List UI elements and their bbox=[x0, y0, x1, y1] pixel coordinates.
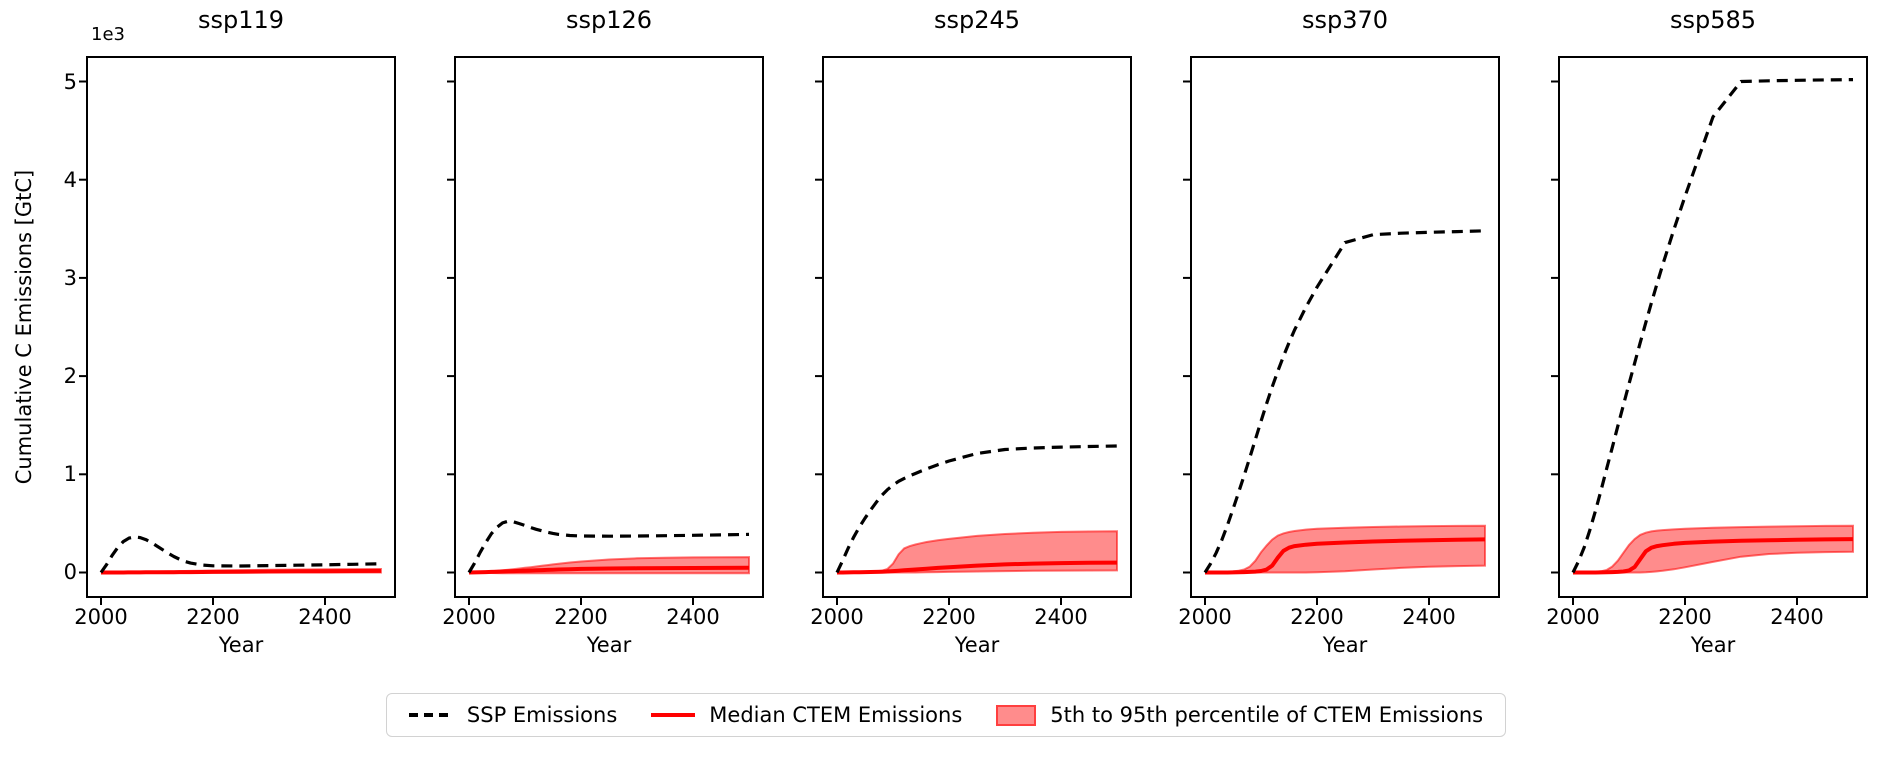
x-tick-label-ssp585-2000: 2000 bbox=[1546, 605, 1600, 629]
x-axis-label-ssp126: Year bbox=[586, 633, 632, 657]
x-tick-label-ssp245-2200: 2200 bbox=[922, 605, 976, 629]
median-line-ssp245 bbox=[837, 560, 1118, 575]
axes-spines-ssp370 bbox=[1190, 56, 1500, 598]
y-axis-offset-label: 1e3 bbox=[91, 24, 125, 45]
x-tick-label-ssp370-2400: 2400 bbox=[1402, 605, 1456, 629]
x-tick-label-ssp245-2000: 2000 bbox=[810, 605, 864, 629]
legend-entry-median-ctem: Median CTEM Emissions bbox=[651, 703, 962, 727]
x-tick-label-ssp119-2400: 2400 bbox=[298, 605, 352, 629]
y-tick-label-0: 0 bbox=[63, 560, 77, 585]
subplot-title-ssp370: ssp370 bbox=[1301, 6, 1389, 34]
y-axis-label: Cumulative C Emissions [GtC] bbox=[12, 169, 36, 485]
y-tick-label-1: 1 bbox=[63, 462, 77, 487]
x-tick-label-ssp585-2200: 2200 bbox=[1658, 605, 1712, 629]
subplot-title-ssp585: ssp585 bbox=[1669, 6, 1757, 34]
ssp-line-ssp370 bbox=[1203, 229, 1486, 574]
x-tick-label-ssp119-2000: 2000 bbox=[74, 605, 128, 629]
legend-label-percentile-band: 5th to 95th percentile of CTEM Emissions bbox=[1050, 703, 1484, 727]
x-tick-label-ssp126-2000: 2000 bbox=[442, 605, 496, 629]
solid-line-sample-icon bbox=[651, 713, 696, 717]
y-tick-label-5: 5 bbox=[63, 69, 77, 94]
x-tick-label-ssp119-2200: 2200 bbox=[186, 605, 240, 629]
median-line-ssp119 bbox=[101, 568, 382, 575]
band-ssp370 bbox=[1204, 524, 1486, 574]
x-tick-label-ssp370-2000: 2000 bbox=[1178, 605, 1232, 629]
y-tick-label-4: 4 bbox=[63, 167, 77, 192]
x-tick-label-ssp126-2200: 2200 bbox=[554, 605, 608, 629]
axes-spines-ssp126 bbox=[454, 56, 764, 598]
axes-spines-ssp245 bbox=[822, 56, 1132, 598]
x-axis-label-ssp370: Year bbox=[1322, 633, 1368, 657]
subplot-title-ssp119: ssp119 bbox=[197, 6, 285, 34]
ssp-line-ssp126 bbox=[467, 519, 750, 574]
legend-row: SSP Emissions Median CTEM Emissions 5th … bbox=[0, 693, 1892, 737]
band-ssp585 bbox=[1572, 524, 1854, 574]
x-tick-label-ssp245-2400: 2400 bbox=[1034, 605, 1088, 629]
y-tick-label-3: 3 bbox=[63, 265, 77, 290]
ssp-line-ssp585 bbox=[1571, 78, 1854, 574]
x-axis-label-ssp119: Year bbox=[218, 633, 264, 657]
median-line-ssp585 bbox=[1573, 537, 1854, 575]
y-tick-label-2: 2 bbox=[63, 364, 77, 389]
ssp-line-ssp245 bbox=[835, 444, 1118, 574]
median-line-ssp126 bbox=[468, 565, 750, 575]
x-tick-label-ssp370-2200: 2200 bbox=[1290, 605, 1344, 629]
subplot-title-ssp245: ssp245 bbox=[933, 6, 1021, 34]
subplot-title-ssp126: ssp126 bbox=[565, 6, 653, 34]
axes-spines-ssp585 bbox=[1558, 56, 1868, 598]
x-tick-label-ssp126-2400: 2400 bbox=[666, 605, 720, 629]
median-line-ssp370 bbox=[1205, 537, 1486, 575]
ssp-line-ssp119 bbox=[99, 535, 382, 574]
legend-box: SSP Emissions Median CTEM Emissions 5th … bbox=[385, 693, 1507, 737]
dashed-line-sample-icon bbox=[408, 713, 453, 717]
band-patch-sample-icon bbox=[996, 704, 1037, 726]
x-tick-label-ssp585-2400: 2400 bbox=[1770, 605, 1824, 629]
x-axis-label-ssp585: Year bbox=[1690, 633, 1736, 657]
x-axis-label-ssp245: Year bbox=[954, 633, 1000, 657]
legend-entry-ssp-emissions: SSP Emissions bbox=[408, 703, 618, 727]
legend-entry-percentile-band: 5th to 95th percentile of CTEM Emissions bbox=[996, 703, 1483, 727]
legend-label-median-ctem: Median CTEM Emissions bbox=[709, 703, 963, 727]
legend-label-ssp-emissions: SSP Emissions bbox=[466, 703, 618, 727]
axes-spines-ssp119 bbox=[86, 56, 396, 598]
